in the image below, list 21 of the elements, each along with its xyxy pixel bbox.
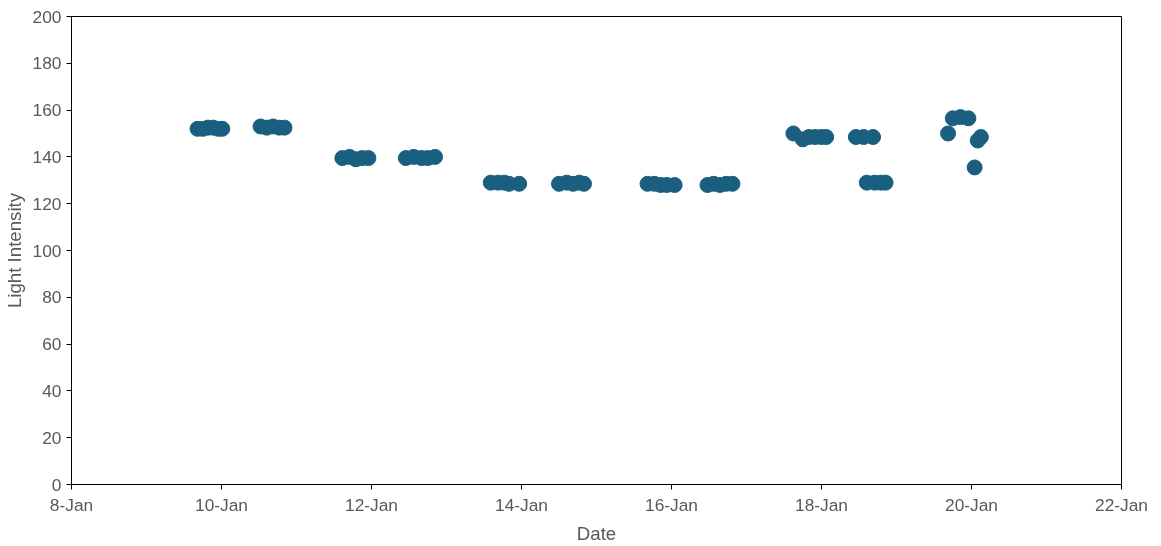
x-tick-label: 16-Jan bbox=[645, 494, 698, 515]
y-tick-label: 200 bbox=[32, 6, 62, 27]
y-tick-label: 100 bbox=[32, 240, 62, 261]
x-tick-label: 22-Jan bbox=[1095, 494, 1148, 515]
x-tick-label: 12-Jan bbox=[345, 494, 398, 515]
y-tick-label: 60 bbox=[42, 334, 62, 355]
x-axis-title: Date bbox=[576, 522, 617, 544]
x-tick-label: 14-Jan bbox=[495, 494, 548, 515]
x-tick-label: 18-Jan bbox=[795, 494, 848, 515]
x-tick-label: 8-Jan bbox=[49, 494, 94, 515]
y-tick-label: 120 bbox=[32, 193, 62, 214]
y-tick-label: 20 bbox=[42, 427, 62, 448]
y-tick-label: 180 bbox=[32, 53, 62, 74]
y-tick-label: 140 bbox=[32, 146, 62, 167]
y-tick-label: 160 bbox=[32, 100, 62, 121]
y-tick-label: 0 bbox=[51, 474, 62, 495]
y-tick-label: 80 bbox=[42, 287, 62, 308]
x-tick-label: 10-Jan bbox=[195, 494, 248, 515]
x-tick-label: 20-Jan bbox=[945, 494, 998, 515]
y-tick-label: 40 bbox=[42, 380, 62, 401]
y-axis-title: Light Intensity bbox=[3, 192, 25, 309]
